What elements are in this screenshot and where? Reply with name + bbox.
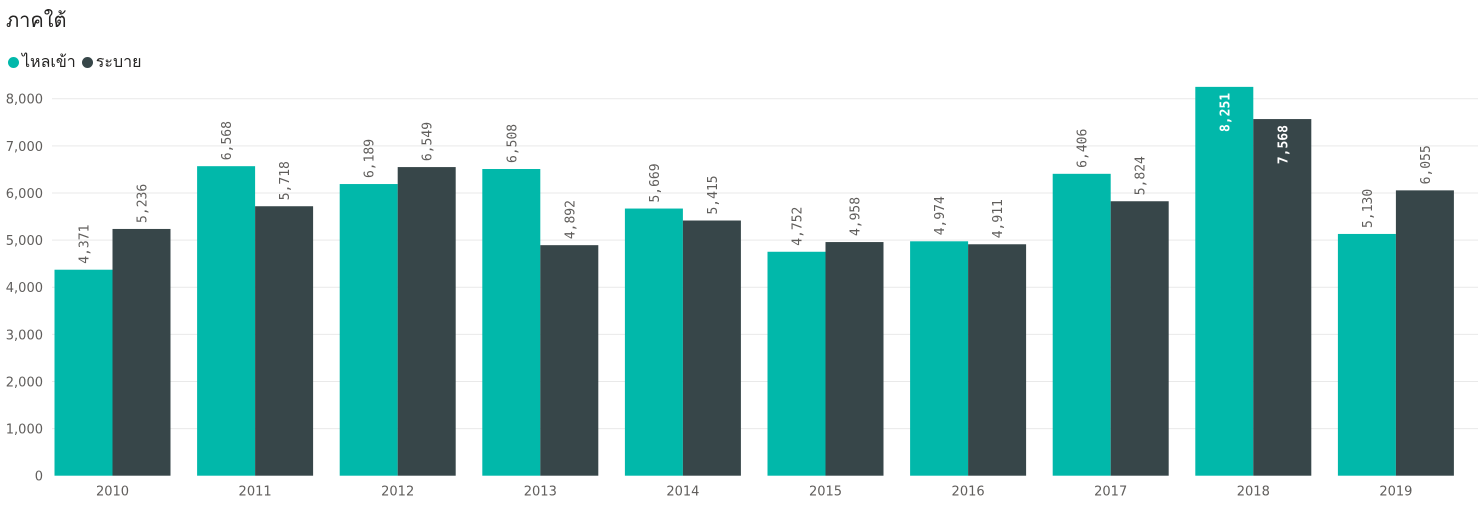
bar-inflow-2011[interactable] <box>197 166 256 476</box>
data-label: 4,371 <box>78 225 93 264</box>
y-axis: 0 1,000 2,000 3,000 4,000 5,000 6,000 7,000 8,00… <box>6 93 43 485</box>
data-label: 4,911 <box>991 199 1006 238</box>
legend-swatch-outflow <box>81 57 93 68</box>
bar-inflow-2016[interactable] <box>910 241 969 476</box>
data-label: 6,568 <box>220 121 235 160</box>
bar-outflow-2019[interactable] <box>1395 190 1454 476</box>
bar-outflow-2016[interactable] <box>968 244 1027 476</box>
bar-outflow-2010[interactable] <box>112 228 171 476</box>
x-tick-label: 2018 <box>1237 485 1270 500</box>
data-label: 4,892 <box>563 200 578 239</box>
bar-outflow-2011[interactable] <box>255 206 314 476</box>
y-tick-label: 3,000 <box>6 328 43 343</box>
x-tick-label: 2015 <box>809 485 842 500</box>
y-tick-label: 5,000 <box>6 234 43 249</box>
x-tick-label: 2013 <box>524 485 557 500</box>
bar-inflow-2010[interactable] <box>54 269 113 476</box>
data-label: 6,055 <box>1419 145 1434 184</box>
data-label: 6,549 <box>421 122 436 161</box>
x-tick-label: 2012 <box>381 485 414 500</box>
y-tick-label: 2,000 <box>6 375 43 390</box>
chart-title: ภาคใต้ <box>6 8 67 32</box>
x-tick-label: 2017 <box>1094 485 1127 500</box>
bar-outflow-2015[interactable] <box>825 242 884 476</box>
y-tick-label: 4,000 <box>6 281 43 296</box>
y-tick-label: 0 <box>35 470 43 485</box>
legend-item-outflow[interactable]: ระบาย <box>81 50 142 75</box>
bar-inflow-2018[interactable] <box>1195 86 1254 476</box>
x-axis: 2010 2011 2012 2013 2014 2015 2016 2017 2018 2019 <box>96 485 1412 500</box>
x-tick-label: 2014 <box>666 485 699 500</box>
data-label: 5,236 <box>136 184 151 223</box>
y-tick-label: 6,000 <box>6 187 43 202</box>
legend: ไหลเข้า ระบาย <box>8 50 148 75</box>
legend-label-inflow: ไหลเข้า <box>22 52 76 71</box>
data-label: 6,508 <box>505 124 520 163</box>
data-label: 5,415 <box>706 175 721 214</box>
data-label: 5,130 <box>1361 189 1376 228</box>
bar-inflow-2017[interactable] <box>1052 173 1111 476</box>
bar-inflow-2012[interactable] <box>339 184 398 476</box>
bar-outflow-2017[interactable] <box>1110 201 1169 476</box>
data-label: 5,718 <box>278 161 293 200</box>
legend-item-inflow[interactable]: ไหลเข้า <box>8 50 76 75</box>
data-label: 7,568 <box>1276 125 1291 164</box>
legend-swatch-inflow <box>8 57 19 68</box>
x-tick-label: 2016 <box>952 485 985 500</box>
y-tick-label: 7,000 <box>6 140 43 155</box>
x-tick-label: 2019 <box>1379 485 1412 500</box>
bars <box>54 86 1454 476</box>
bar-outflow-2014[interactable] <box>682 220 741 476</box>
bar-inflow-2014[interactable] <box>624 208 683 476</box>
bar-outflow-2018[interactable] <box>1253 119 1312 476</box>
bar-inflow-2013[interactable] <box>482 169 541 476</box>
data-label: 6,189 <box>363 139 378 178</box>
bar-inflow-2015[interactable] <box>767 251 826 476</box>
y-tick-label: 1,000 <box>6 423 43 438</box>
x-tick-label: 2010 <box>96 485 129 500</box>
bar-outflow-2012[interactable] <box>397 167 456 476</box>
data-label: 4,958 <box>849 197 864 236</box>
x-tick-label: 2011 <box>239 485 272 500</box>
data-label: 5,669 <box>648 163 663 202</box>
data-label: 4,752 <box>791 207 806 246</box>
bar-inflow-2019[interactable] <box>1337 233 1396 476</box>
bar-outflow-2013[interactable] <box>540 245 599 476</box>
data-labels: 4,371 5,236 6,568 5,718 6,189 6,549 6,508 4,892… <box>78 93 1434 264</box>
legend-label-outflow: ระบาย <box>95 52 142 71</box>
data-label: 5,824 <box>1134 156 1149 195</box>
data-label: 4,974 <box>933 196 948 235</box>
y-tick-label: 8,000 <box>6 93 43 108</box>
data-label: 6,406 <box>1076 129 1091 168</box>
data-label: 8,251 <box>1218 93 1233 132</box>
